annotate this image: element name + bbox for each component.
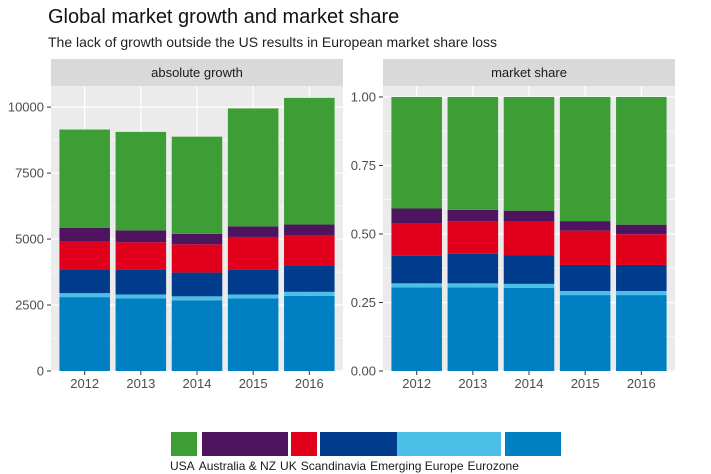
facet-label: absolute growth xyxy=(151,65,243,80)
bar-segment-eurozone xyxy=(227,298,279,371)
x-tick-label: 2014 xyxy=(515,376,544,391)
bar-segment-eurozone xyxy=(503,287,555,371)
y-tick-label: 0.75 xyxy=(351,158,376,173)
legend-key-emerging-europe xyxy=(397,432,501,456)
facet-strip xyxy=(51,59,343,86)
bar-segment-uk xyxy=(447,221,499,254)
x-tick-label: 2016 xyxy=(295,376,324,391)
bar-segment-australia-nz xyxy=(503,210,555,222)
bar-segment-australia-nz xyxy=(616,224,667,235)
x-tick-label: 2012 xyxy=(402,376,431,391)
bar-segment-uk xyxy=(503,221,555,256)
bar-segment-eurozone xyxy=(171,300,223,371)
bar-segment-scandinavia xyxy=(171,272,223,297)
bar-segment-emerging-europe xyxy=(59,293,110,298)
y-tick-label: 7500 xyxy=(15,166,44,181)
bar-segment-eurozone xyxy=(284,295,335,371)
bar-segment-usa xyxy=(59,129,110,228)
legend-label-usa: USA xyxy=(170,459,195,473)
bar-segment-scandinavia xyxy=(447,253,499,284)
legend-label-scandinavia: Scandinavia xyxy=(301,459,367,473)
bar-segment-usa xyxy=(503,96,555,211)
bar-segment-emerging-europe xyxy=(559,290,611,296)
bar-segment-eurozone xyxy=(447,287,499,371)
bar-segment-uk xyxy=(391,223,442,256)
bar-segment-emerging-europe xyxy=(284,291,335,296)
bar-segment-scandinavia xyxy=(59,269,110,294)
bar-segment-emerging-europe xyxy=(616,290,667,296)
y-tick-label: 10000 xyxy=(8,100,44,115)
y-tick-label: 5000 xyxy=(15,232,44,247)
bar-segment-australia-nz xyxy=(284,224,335,236)
bar-segment-australia-nz xyxy=(391,208,442,224)
bar-segment-scandinavia xyxy=(391,255,442,284)
bar-segment-australia-nz xyxy=(59,227,110,242)
bar-segment-australia-nz xyxy=(171,233,223,245)
bar-segment-usa xyxy=(284,97,335,225)
legend-label-australia-nz: Australia & NZ xyxy=(199,459,276,473)
bar-segment-eurozone xyxy=(115,298,167,371)
bar-segment-scandinavia xyxy=(115,269,167,295)
bar-segment-usa xyxy=(616,96,667,225)
legend-key-eurozone xyxy=(505,432,561,456)
x-tick-label: 2013 xyxy=(458,376,487,391)
bar-segment-uk xyxy=(227,236,279,270)
bar-segment-uk xyxy=(171,244,223,273)
y-tick-label: 2500 xyxy=(15,298,44,313)
chart-title: Global market growth and market share xyxy=(48,6,400,28)
bar-segment-emerging-europe xyxy=(115,294,167,299)
bar-segment-usa xyxy=(559,96,611,222)
x-tick-label: 2012 xyxy=(70,376,99,391)
y-tick-label: 1.00 xyxy=(351,89,376,104)
bar-segment-australia-nz xyxy=(115,230,167,243)
bar-segment-usa xyxy=(447,96,499,210)
y-tick-label: 0.50 xyxy=(351,226,376,241)
x-tick-label: 2014 xyxy=(183,376,212,391)
bar-segment-uk xyxy=(284,235,335,266)
x-tick-label: 2016 xyxy=(627,376,656,391)
bar-segment-scandinavia xyxy=(559,264,611,291)
bar-segment-australia-nz xyxy=(447,209,499,222)
bar-segment-australia-nz xyxy=(559,221,611,231)
bar-segment-eurozone xyxy=(59,297,110,371)
bar-segment-uk xyxy=(59,241,110,270)
chart-subtitle: The lack of growth outside the US result… xyxy=(48,34,497,50)
y-tick-label: 0.25 xyxy=(351,295,376,310)
x-tick-label: 2015 xyxy=(571,376,600,391)
bar-segment-usa xyxy=(227,108,279,227)
facet-label: market share xyxy=(491,65,567,80)
bar-segment-emerging-europe xyxy=(391,283,442,288)
bar-segment-usa xyxy=(171,136,223,234)
legend-label-uk: UK xyxy=(280,459,297,473)
facet-strip xyxy=(383,59,675,86)
bar-segment-australia-nz xyxy=(227,226,279,237)
legend-label-emerging-europe: Emerging Europe xyxy=(370,459,464,473)
legend-label-eurozone: Eurozone xyxy=(468,459,520,473)
legend-key-scandinavia xyxy=(320,432,410,456)
bar-segment-scandinavia xyxy=(616,264,667,291)
bar-segment-eurozone xyxy=(559,295,611,371)
bar-segment-uk xyxy=(559,230,611,265)
bar-segment-scandinavia xyxy=(227,269,279,295)
y-tick-label: 0 xyxy=(37,364,44,379)
bar-segment-eurozone xyxy=(616,295,667,371)
bar-segment-emerging-europe xyxy=(227,294,279,299)
bar-segment-usa xyxy=(391,96,442,209)
x-tick-label: 2015 xyxy=(239,376,268,391)
x-tick-label: 2013 xyxy=(126,376,155,391)
legend-key-uk xyxy=(291,432,317,456)
bar-segment-eurozone xyxy=(391,287,442,371)
bar-segment-emerging-europe xyxy=(447,283,499,288)
bar-segment-uk xyxy=(616,234,667,265)
bar-segment-uk xyxy=(115,242,167,270)
legend-key-usa xyxy=(171,432,197,456)
bar-segment-emerging-europe xyxy=(503,283,555,288)
y-tick-label: 0.00 xyxy=(351,364,376,379)
bar-segment-usa xyxy=(115,131,167,231)
legend-key-australia-nz xyxy=(202,432,288,456)
bar-segment-emerging-europe xyxy=(171,296,223,301)
bar-segment-scandinavia xyxy=(284,265,335,292)
bar-segment-scandinavia xyxy=(503,255,555,284)
